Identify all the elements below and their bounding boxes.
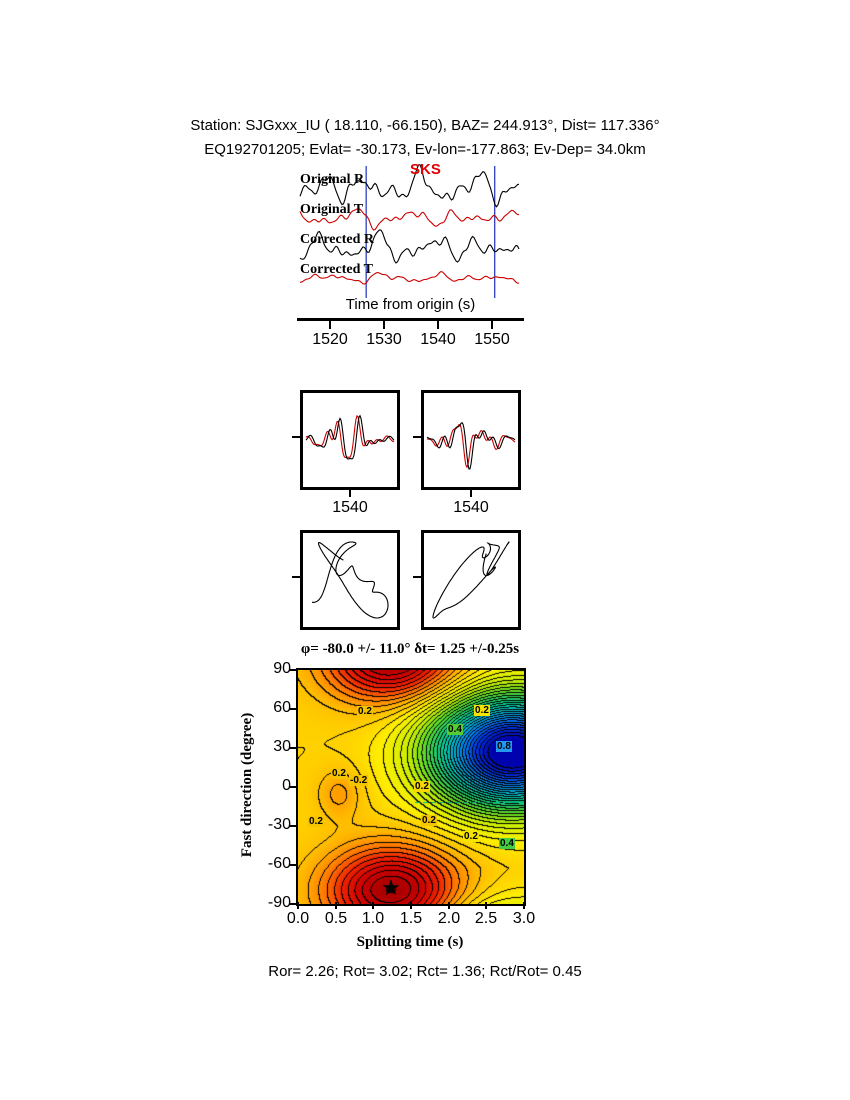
zoom-trace-red bbox=[305, 414, 395, 458]
waveform-zoom-panel-right bbox=[421, 390, 521, 490]
misfit-contour-plot bbox=[298, 670, 524, 904]
particle-motion-panel-right bbox=[421, 530, 521, 630]
trace-label-original-r: Original R bbox=[300, 172, 365, 187]
misfit-ytick-mark bbox=[289, 669, 296, 671]
contour-level-label: 0.2 bbox=[308, 816, 324, 827]
zoom-trace-red bbox=[426, 424, 516, 469]
misfit-xtick-label: 3.0 bbox=[512, 910, 536, 927]
trace-label-corrected-t: Corrected T bbox=[300, 262, 373, 277]
time-tick-label: 1530 bbox=[366, 331, 402, 348]
particle-motion-panel-left bbox=[300, 530, 400, 630]
contour-level-label: 0.2 bbox=[421, 815, 437, 826]
trace-waveform-2 bbox=[299, 229, 520, 264]
misfit-xtick-label: 0.0 bbox=[286, 910, 310, 927]
misfit-xtick-mark bbox=[485, 902, 488, 909]
trace-waveform-0 bbox=[299, 164, 520, 208]
pm-right-y-tick bbox=[413, 576, 421, 578]
contour-level-label: 0.4 bbox=[447, 724, 463, 735]
time-axis-tick bbox=[437, 321, 439, 329]
splitting-stats: Ror= 2.26; Rot= 3.02; Rct= 1.36; Rct/Rot… bbox=[268, 963, 582, 980]
waveform-zoom-right-traces bbox=[426, 421, 516, 470]
time-axis-tick bbox=[491, 321, 493, 329]
misfit-xtick-mark bbox=[297, 902, 299, 909]
time-tick-label: 1540 bbox=[420, 331, 456, 348]
misfit-ytick-label: 30 bbox=[273, 738, 291, 755]
time-axis-tick bbox=[383, 321, 385, 329]
trace-waveform-3 bbox=[299, 271, 520, 285]
particle-motion-path bbox=[432, 541, 510, 619]
particle-motion-left-curve bbox=[312, 541, 389, 619]
seismogram-traces bbox=[299, 164, 520, 298]
misfit-xtick-label: 2.5 bbox=[474, 910, 498, 927]
zoom-left-x-tick bbox=[349, 490, 351, 497]
waveform-zoom-left-traces bbox=[305, 414, 395, 460]
contour-level-label: 0.2 bbox=[474, 705, 490, 716]
misfit-xtick-mark bbox=[447, 902, 450, 909]
misfit-ytick-label: 60 bbox=[273, 699, 291, 716]
misfit-ytick-label: -30 bbox=[267, 816, 291, 833]
zoom-right-tick-label: 1540 bbox=[453, 499, 489, 516]
misfit-ytick-mark bbox=[289, 747, 296, 749]
contour-level-label: 0.4 bbox=[499, 838, 515, 849]
pm-left-y-tick bbox=[292, 576, 300, 578]
contour-level-label: 0.2 bbox=[357, 706, 373, 717]
misfit-xtick-mark bbox=[372, 902, 375, 909]
misfit-ytick-mark bbox=[289, 825, 296, 827]
zoom-trace-black bbox=[426, 421, 516, 470]
zoom-right-x-tick bbox=[470, 490, 472, 497]
particle-motion-right-curve bbox=[432, 541, 510, 619]
misfit-title: φ= -80.0 +/- 11.0° δt= 1.25 +/-0.25s bbox=[300, 641, 520, 657]
contour-level-label: 0.8 bbox=[496, 741, 512, 752]
zoom-trace-black bbox=[305, 414, 395, 460]
particle-motion-path bbox=[312, 541, 389, 619]
seismogram-xlabel: Time from origin (s) bbox=[345, 296, 476, 313]
misfit-xtick-label: 0.5 bbox=[324, 910, 348, 927]
zoom-left-tick-label: 1540 bbox=[332, 499, 368, 516]
misfit-xtick-label: 1.5 bbox=[399, 910, 423, 927]
contour-level-label: 0.2 bbox=[331, 768, 347, 779]
misfit-ytick-label: -60 bbox=[267, 855, 291, 872]
trace-label-corrected-r: Corrected R bbox=[300, 232, 374, 247]
misfit-ytick-mark bbox=[289, 864, 296, 866]
misfit-xtick-label: 2.0 bbox=[437, 910, 461, 927]
trace-label-original-t: Original T bbox=[300, 202, 364, 217]
time-tick-label: 1550 bbox=[474, 331, 510, 348]
contour-level-label: 0.2 bbox=[463, 831, 479, 842]
station-header: Station: SJGxxx_IU ( 18.110, -66.150), B… bbox=[190, 117, 660, 134]
time-axis-line bbox=[297, 318, 524, 321]
misfit-xtick-mark bbox=[523, 902, 525, 909]
time-tick-label: 1520 bbox=[312, 331, 348, 348]
misfit-ytick-mark bbox=[289, 708, 296, 710]
misfit-xtick-mark bbox=[410, 902, 412, 909]
trace-waveform-1 bbox=[299, 208, 520, 231]
event-header: EQ192701205; Evlat= -30.173, Ev-lon=-177… bbox=[204, 141, 646, 158]
misfit-xlabel: Splitting time (s) bbox=[356, 934, 464, 950]
misfit-xtick-label: 1.0 bbox=[361, 910, 385, 927]
zoom-left-y-tick bbox=[292, 436, 300, 438]
contour-level-label: 0.2 bbox=[414, 781, 430, 792]
contour-level-label: -0.2 bbox=[349, 775, 369, 786]
misfit-ytick-label: -90 bbox=[267, 894, 291, 911]
misfit-ytick-label: 90 bbox=[273, 660, 291, 677]
misfit-ytick-label: 0 bbox=[282, 777, 291, 794]
waveform-zoom-panel-left bbox=[300, 390, 400, 490]
misfit-xtick-mark bbox=[334, 902, 337, 909]
best-fit-star-marker: ★ bbox=[381, 875, 401, 900]
phase-label-sks: SKS bbox=[410, 161, 441, 178]
zoom-right-y-tick bbox=[413, 436, 421, 438]
misfit-ytick-mark bbox=[289, 786, 296, 788]
misfit-ytick-mark bbox=[289, 903, 296, 905]
time-axis-tick bbox=[329, 321, 331, 329]
